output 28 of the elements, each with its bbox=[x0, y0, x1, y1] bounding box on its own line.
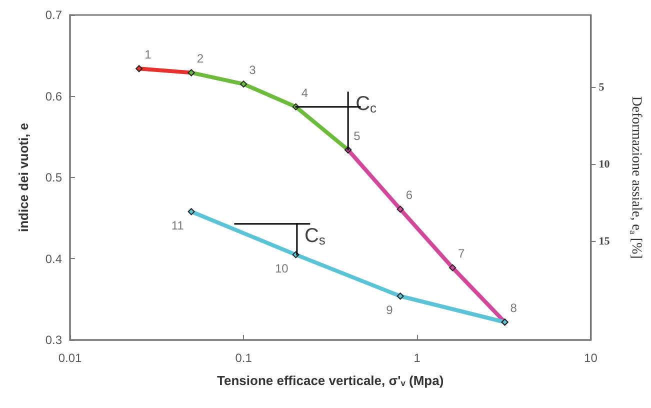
annotation: Cc bbox=[356, 93, 378, 116]
x-tick-label: 10 bbox=[584, 351, 598, 365]
annotation: 5 bbox=[354, 128, 361, 143]
x-tick-label: 1 bbox=[414, 351, 421, 365]
y2-tick-label: 15 bbox=[598, 235, 610, 248]
x-tick-label: 0.01 bbox=[58, 351, 82, 365]
annotation: 9 bbox=[386, 303, 394, 318]
annotation: 11 bbox=[171, 218, 184, 233]
y2-axis-title: Deformazione assiale, ea [%] bbox=[628, 96, 644, 259]
y-tick-label: 0.6 bbox=[45, 89, 62, 104]
y-tick-label: 0.5 bbox=[45, 170, 62, 184]
y-tick-label: 0.7 bbox=[45, 8, 62, 22]
x-tick-label: 0.1 bbox=[235, 351, 252, 365]
annotation: 3 bbox=[249, 63, 256, 78]
annotation: 1 bbox=[144, 48, 152, 62]
annotation: 6 bbox=[406, 188, 413, 202]
y-tick-label: 0.3 bbox=[45, 333, 62, 347]
x-axis-title: Tensione efficace verticale, σ'v (Mpa) bbox=[217, 373, 444, 388]
y-tick-label: 0.4 bbox=[45, 252, 62, 266]
annotation: 7 bbox=[458, 246, 466, 261]
annotation: 4 bbox=[301, 86, 308, 100]
y-axis-title: indice dei vuoti, e bbox=[16, 122, 31, 232]
y2-tick-label: 10 bbox=[598, 158, 610, 170]
annotation: 8 bbox=[510, 301, 518, 316]
annotation: Cs bbox=[304, 224, 326, 248]
annotation: 10 bbox=[274, 262, 289, 276]
annotation: 2 bbox=[196, 52, 204, 66]
y2-tick-label: 5 bbox=[598, 81, 605, 94]
